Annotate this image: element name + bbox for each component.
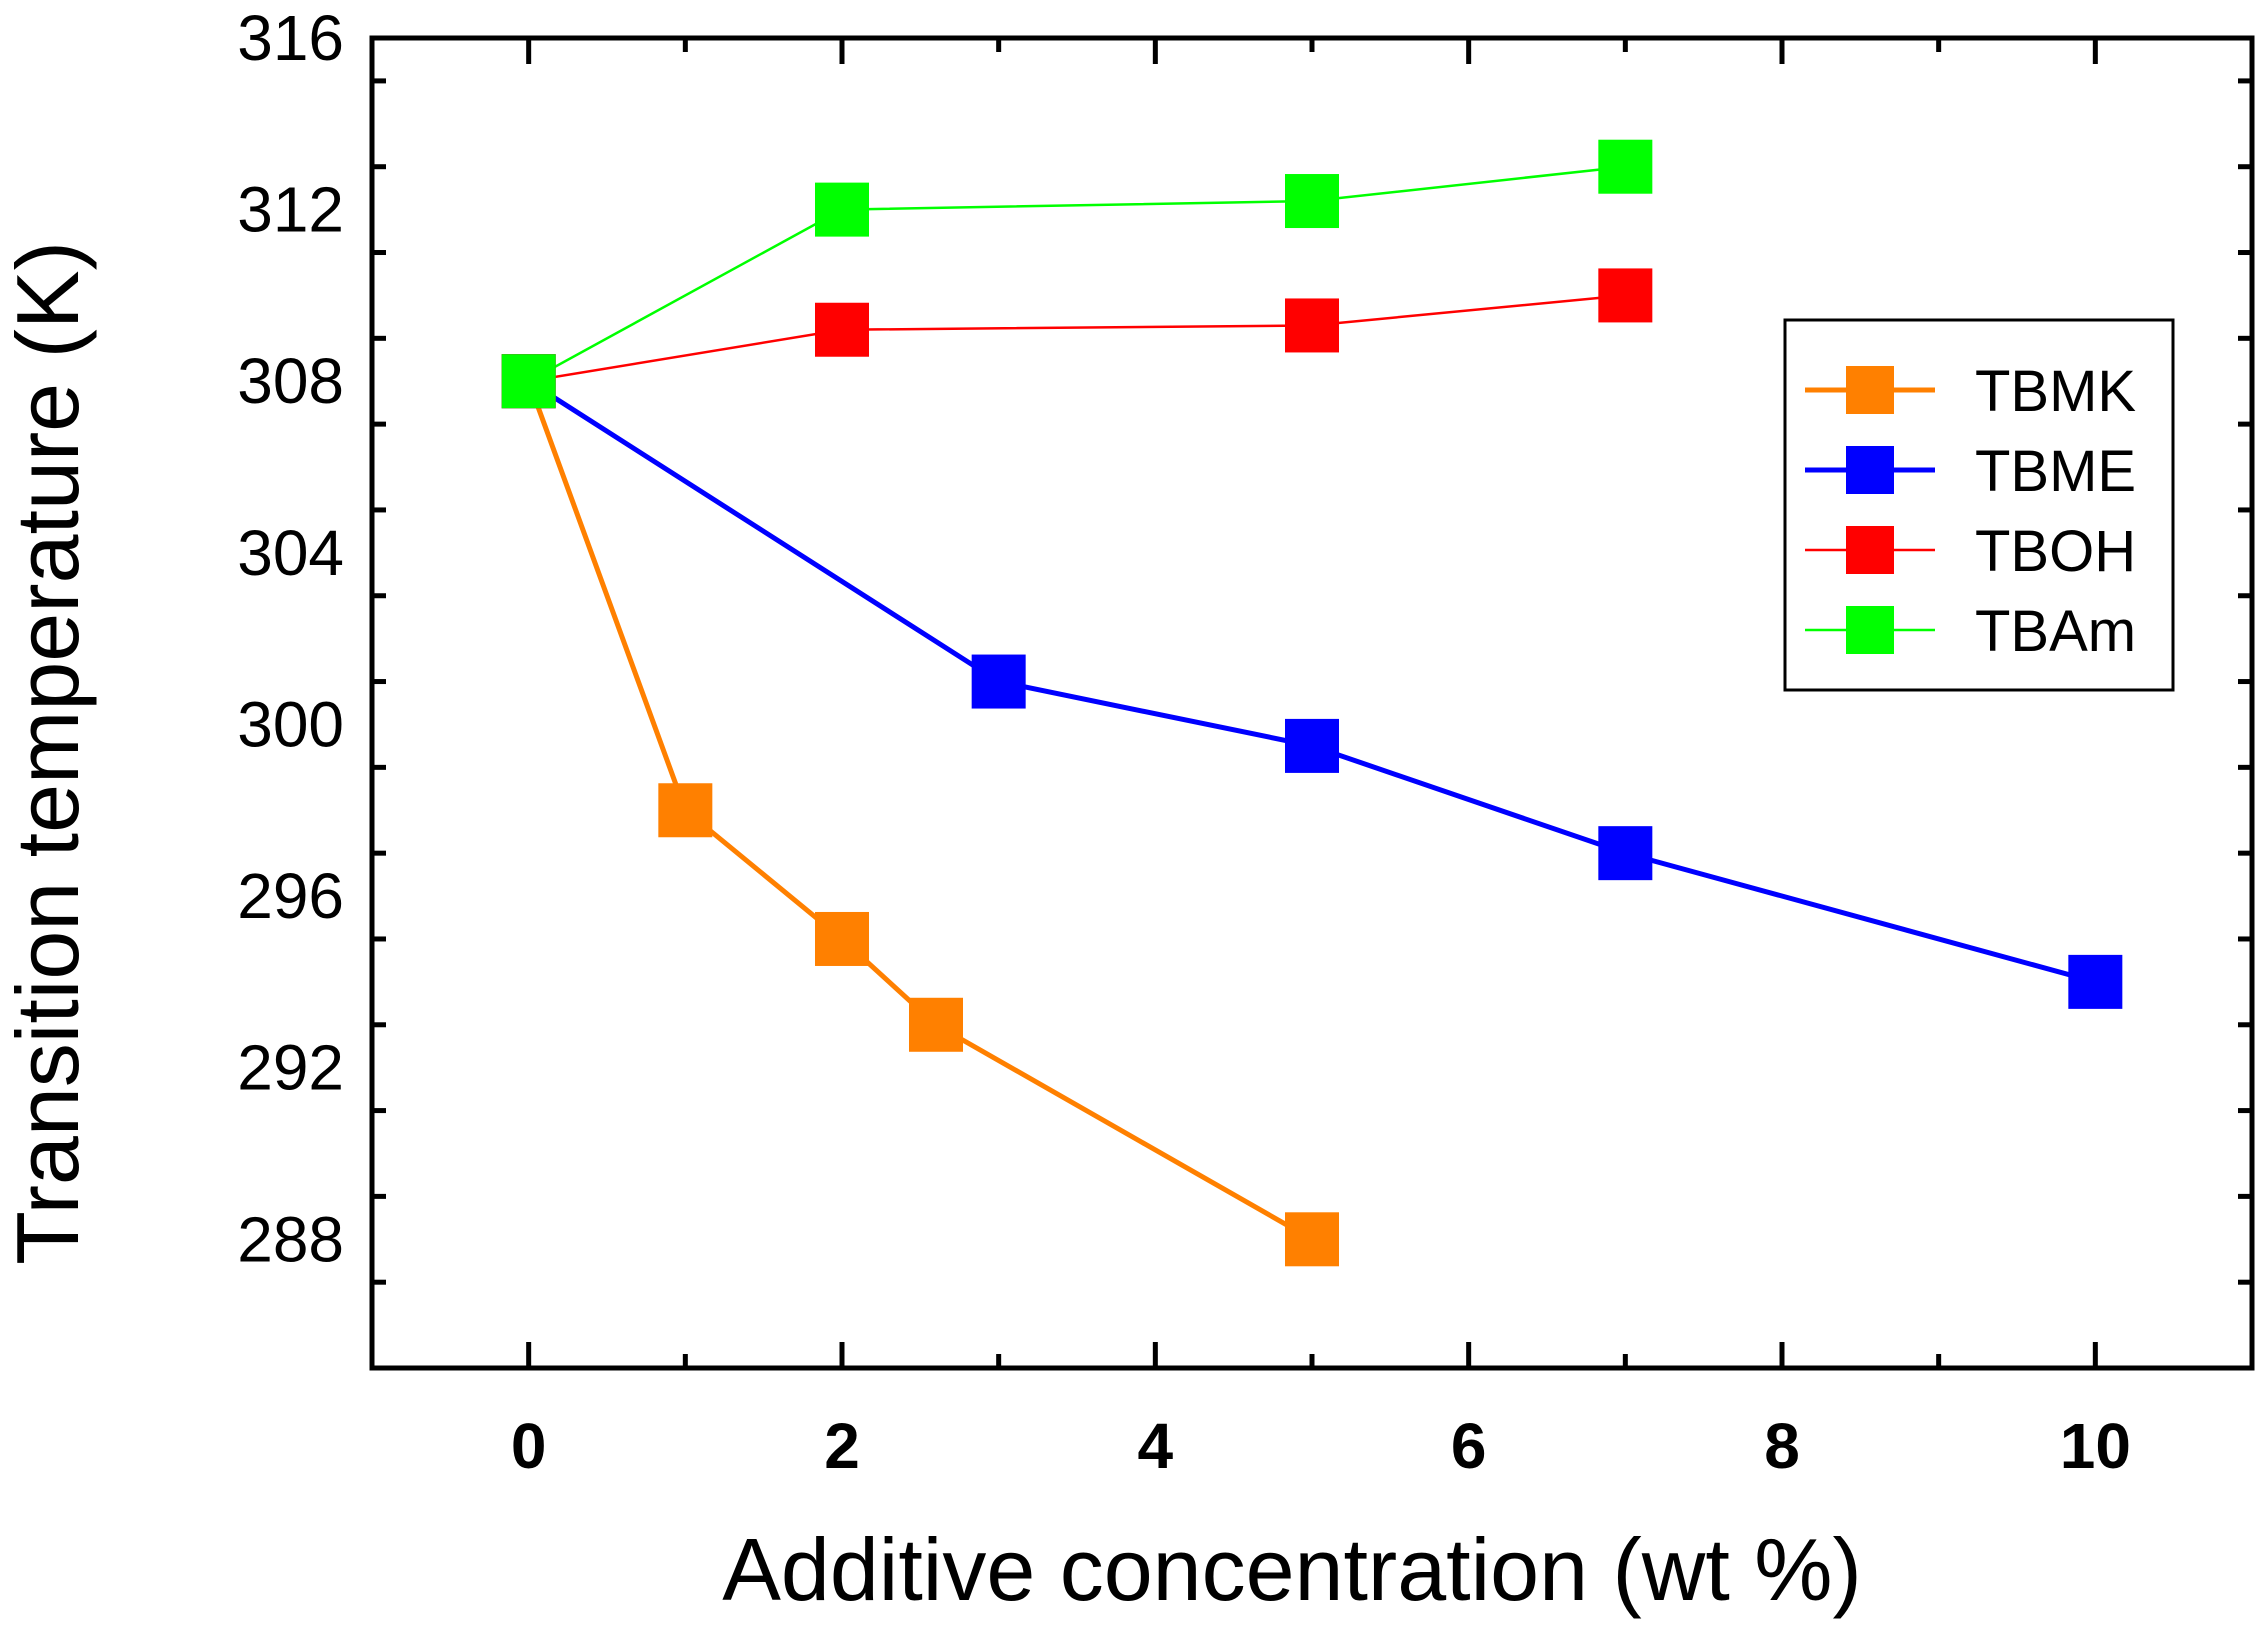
markers-tbam [501, 139, 1653, 409]
markers-tbmk [501, 354, 1339, 1267]
y-tick-label: 316 [237, 2, 344, 74]
data-point [1598, 139, 1653, 194]
legend-label: TBME [1975, 439, 2136, 504]
data-point [909, 997, 963, 1052]
data-point [815, 911, 869, 966]
series-tboh [528, 294, 1626, 383]
axis-ticks [369, 38, 2255, 1371]
series-layer [501, 139, 2123, 1267]
series-tbmk [526, 380, 1314, 1242]
y-tick-label: 300 [237, 688, 344, 760]
data-point [1598, 268, 1653, 323]
tick-labels: 0 2 4 6 8 10 288 292 296 300 304 308 312 316 [237, 2, 2131, 1482]
y-tick-label: 308 [237, 345, 344, 417]
y-tick-label: 312 [237, 174, 344, 246]
x-tick-label: 6 [1451, 1410, 1487, 1482]
data-point [1598, 826, 1653, 881]
data-point [1285, 174, 1339, 229]
data-point [1285, 718, 1339, 773]
series-line-tbmk [526, 380, 1314, 1242]
legend-label: TBAm [1975, 599, 2136, 664]
markers-tboh [501, 268, 1653, 409]
data-point [815, 302, 869, 357]
data-point [501, 354, 556, 409]
legend-label: TBOH [1975, 519, 2136, 584]
y-tick-label: 296 [237, 860, 344, 932]
legend-marker [1846, 446, 1894, 494]
plot-frame [369, 35, 2255, 1371]
data-point [971, 654, 1026, 709]
y-axis-title: Transition temperature (K) [0, 241, 97, 1265]
x-tick-label: 10 [2060, 1410, 2131, 1482]
series-line-tbam [528, 165, 1626, 383]
data-point [1285, 1212, 1339, 1267]
data-point [2068, 954, 2123, 1009]
legend-label: TBMK [1975, 359, 2136, 424]
data-point [658, 783, 713, 838]
legend-marker [1846, 606, 1894, 654]
data-point [1285, 298, 1339, 353]
data-point [815, 182, 869, 237]
series-line-tboh [528, 294, 1626, 383]
y-tick-label: 292 [237, 1032, 344, 1104]
y-tick-label: 304 [237, 517, 344, 589]
legend-marker [1846, 526, 1894, 574]
series-tbam [528, 165, 1626, 383]
x-tick-label: 2 [824, 1410, 860, 1482]
x-axis-title: Additive concentration (wt %) [722, 1520, 1862, 1619]
y-tick-label: 288 [237, 1203, 344, 1275]
legend-marker [1846, 366, 1894, 414]
legend: TBMK TBME TBOH TBAm [1783, 318, 2175, 692]
x-tick-label: 4 [1138, 1410, 1174, 1482]
x-tick-label: 8 [1764, 1410, 1800, 1482]
x-tick-label: 0 [511, 1410, 547, 1482]
